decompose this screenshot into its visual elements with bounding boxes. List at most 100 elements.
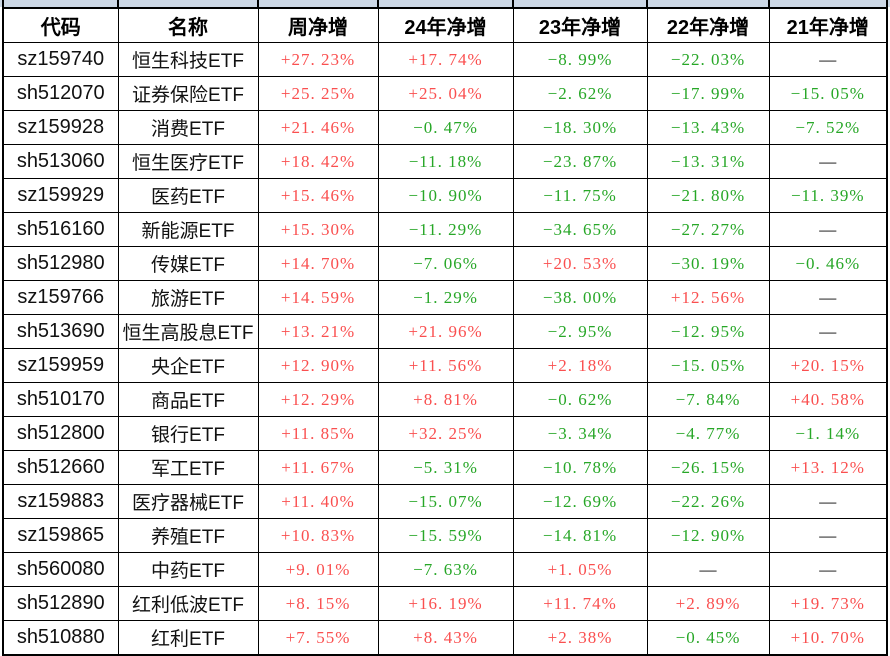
cell-value[interactable]: +8. 81% <box>377 382 514 417</box>
cell-value[interactable]: — <box>768 314 888 349</box>
cell-value[interactable]: −7. 52% <box>768 110 888 145</box>
cell-value[interactable]: +21. 46% <box>257 110 379 145</box>
cell-value[interactable]: −0. 62% <box>512 382 648 417</box>
cell-value[interactable]: −15. 07% <box>377 484 514 519</box>
cell-value[interactable]: +27. 23% <box>257 42 379 77</box>
cell-value[interactable]: +15. 46% <box>257 178 379 213</box>
cell-value[interactable]: +21. 96% <box>377 314 514 349</box>
cell-value[interactable]: −11. 29% <box>377 212 514 247</box>
cell-name[interactable]: 养殖ETF <box>117 518 259 553</box>
cell-value[interactable]: −2. 62% <box>512 76 648 111</box>
cell-value[interactable]: −7. 63% <box>377 552 514 587</box>
cell-code[interactable]: sz159928 <box>2 110 119 145</box>
cell-value[interactable]: +2. 89% <box>646 586 770 621</box>
cell-name[interactable]: 旅游ETF <box>117 280 259 315</box>
cell-value[interactable]: +12. 90% <box>257 348 379 383</box>
cell-code[interactable]: sz159959 <box>2 348 119 383</box>
cell-value[interactable]: −12. 95% <box>646 314 770 349</box>
cell-code[interactable]: sh513060 <box>2 144 119 179</box>
cell-value[interactable]: +25. 04% <box>377 76 514 111</box>
cell-value[interactable]: +2. 18% <box>512 348 648 383</box>
cell-value[interactable]: +20. 15% <box>768 348 888 383</box>
cell-value[interactable]: −0. 47% <box>377 110 514 145</box>
cell-name[interactable]: 传媒ETF <box>117 246 259 281</box>
cell-value[interactable]: +19. 73% <box>768 586 888 621</box>
cell-name[interactable]: 军工ETF <box>117 450 259 485</box>
cell-value[interactable]: −4. 77% <box>646 416 770 451</box>
cell-value[interactable]: −22. 03% <box>646 42 770 77</box>
cell-value[interactable]: +11. 85% <box>257 416 379 451</box>
cell-value[interactable]: −3. 34% <box>512 416 648 451</box>
cell-value[interactable]: −1. 14% <box>768 416 888 451</box>
cell-code[interactable]: sh512980 <box>2 246 119 281</box>
cell-name[interactable]: 新能源ETF <box>117 212 259 247</box>
cell-value[interactable]: +20. 53% <box>512 246 648 281</box>
cell-value[interactable]: −5. 31% <box>377 450 514 485</box>
cell-value[interactable]: −2. 95% <box>512 314 648 349</box>
cell-name[interactable]: 中药ETF <box>117 552 259 587</box>
col-header-2023-net[interactable]: 23年净增 <box>512 7 648 43</box>
cell-code[interactable]: sh560080 <box>2 552 119 587</box>
cell-code[interactable]: sh512890 <box>2 586 119 621</box>
cell-value[interactable]: +8. 15% <box>257 586 379 621</box>
cell-value[interactable]: −8. 99% <box>512 42 648 77</box>
cell-value[interactable]: −12. 90% <box>646 518 770 553</box>
cell-value[interactable]: −11. 75% <box>512 178 648 213</box>
cell-name[interactable]: 证券保险ETF <box>117 76 259 111</box>
cell-value[interactable]: +8. 43% <box>377 620 514 656</box>
col-header-name[interactable]: 名称 <box>117 7 259 43</box>
cell-value[interactable]: — <box>768 280 888 315</box>
cell-value[interactable]: +13. 12% <box>768 450 888 485</box>
cell-value[interactable]: +15. 30% <box>257 212 379 247</box>
cell-code[interactable]: sz159865 <box>2 518 119 553</box>
cell-value[interactable]: −22. 26% <box>646 484 770 519</box>
cell-value[interactable]: +12. 56% <box>646 280 770 315</box>
cell-value[interactable]: +14. 70% <box>257 246 379 281</box>
cell-value[interactable]: −18. 30% <box>512 110 648 145</box>
cell-code[interactable]: sz159883 <box>2 484 119 519</box>
cell-value[interactable]: — <box>768 212 888 247</box>
cell-value[interactable]: +10. 83% <box>257 518 379 553</box>
cell-value[interactable]: +11. 74% <box>512 586 648 621</box>
cell-value[interactable]: +2. 38% <box>512 620 648 656</box>
cell-value[interactable]: +11. 40% <box>257 484 379 519</box>
cell-name[interactable]: 红利ETF <box>117 620 259 656</box>
cell-code[interactable]: sh513690 <box>2 314 119 349</box>
cell-code[interactable]: sh512070 <box>2 76 119 111</box>
cell-value[interactable]: +13. 21% <box>257 314 379 349</box>
cell-value[interactable]: +1. 05% <box>512 552 648 587</box>
cell-value[interactable]: −27. 27% <box>646 212 770 247</box>
cell-name[interactable]: 医药ETF <box>117 178 259 213</box>
cell-name[interactable]: 恒生医疗ETF <box>117 144 259 179</box>
cell-value[interactable]: +16. 19% <box>377 586 514 621</box>
cell-value[interactable]: — <box>646 552 770 587</box>
cell-value[interactable]: +17. 74% <box>377 42 514 77</box>
cell-value[interactable]: +18. 42% <box>257 144 379 179</box>
cell-name[interactable]: 消费ETF <box>117 110 259 145</box>
cell-value[interactable]: −7. 06% <box>377 246 514 281</box>
cell-value[interactable]: −13. 43% <box>646 110 770 145</box>
cell-value[interactable]: −34. 65% <box>512 212 648 247</box>
cell-name[interactable]: 恒生科技ETF <box>117 42 259 77</box>
cell-value[interactable]: −11. 18% <box>377 144 514 179</box>
cell-name[interactable]: 恒生高股息ETF <box>117 314 259 349</box>
cell-value[interactable]: +7. 55% <box>257 620 379 656</box>
col-header-code[interactable]: 代码 <box>2 7 119 43</box>
cell-value[interactable]: +10. 70% <box>768 620 888 656</box>
cell-value[interactable]: −38. 00% <box>512 280 648 315</box>
cell-value[interactable]: −15. 05% <box>768 76 888 111</box>
col-header-2024-net[interactable]: 24年净增 <box>377 7 514 43</box>
col-header-2021-net[interactable]: 21年净增 <box>768 7 888 43</box>
cell-value[interactable]: −26. 15% <box>646 450 770 485</box>
cell-value[interactable]: −1. 29% <box>377 280 514 315</box>
cell-value[interactable]: −7. 84% <box>646 382 770 417</box>
cell-value[interactable]: — <box>768 42 888 77</box>
cell-name[interactable]: 央企ETF <box>117 348 259 383</box>
cell-value[interactable]: — <box>768 144 888 179</box>
cell-name[interactable]: 银行ETF <box>117 416 259 451</box>
cell-name[interactable]: 红利低波ETF <box>117 586 259 621</box>
cell-value[interactable]: — <box>768 484 888 519</box>
cell-value[interactable]: −10. 78% <box>512 450 648 485</box>
cell-value[interactable]: +11. 67% <box>257 450 379 485</box>
cell-value[interactable]: −30. 19% <box>646 246 770 281</box>
